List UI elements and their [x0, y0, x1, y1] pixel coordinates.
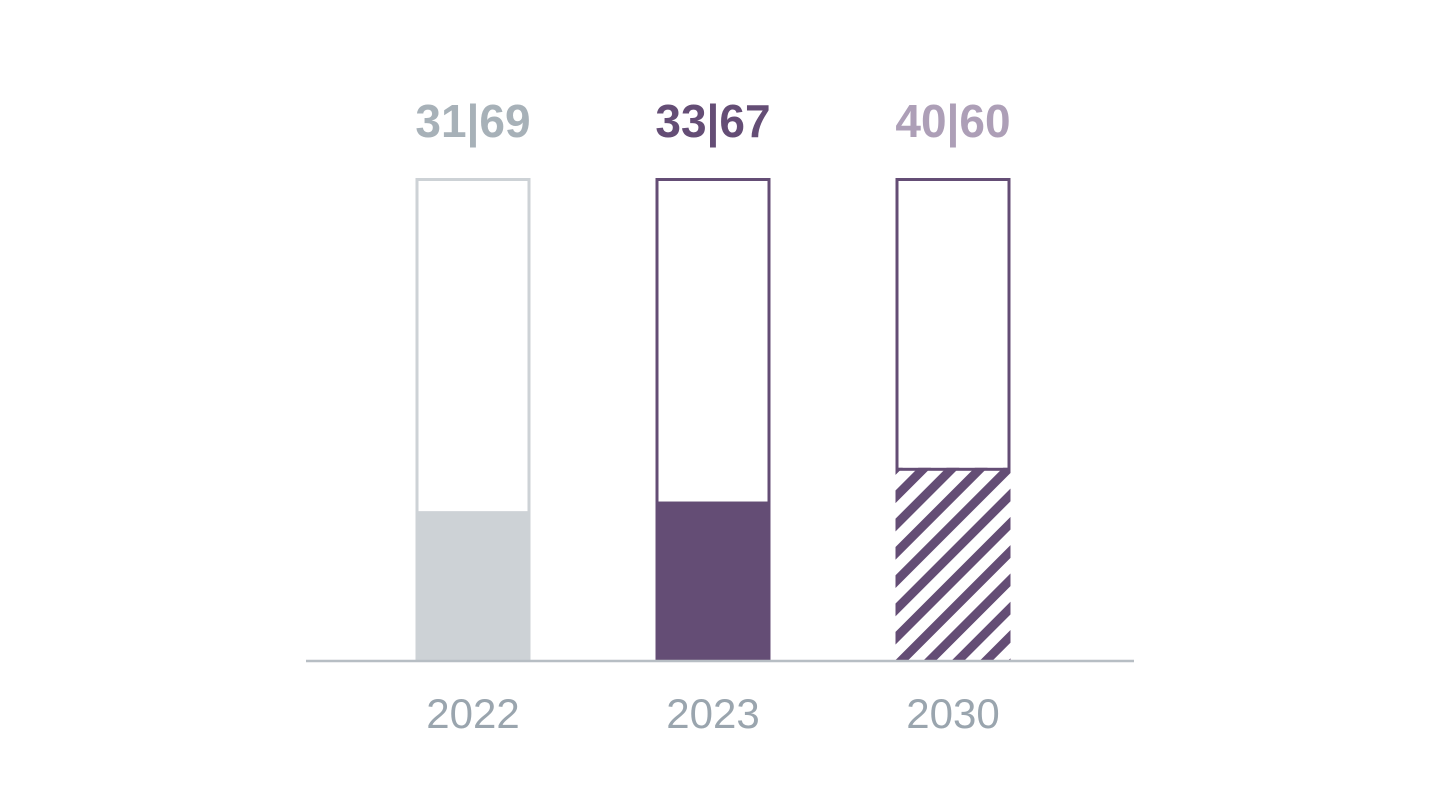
x-tick-label-2030: 2030 — [906, 690, 999, 737]
value-label-2022: 31|69 — [415, 95, 530, 147]
x-tick-label-2023: 2023 — [666, 690, 759, 737]
bar-lower-segment-2030 — [895, 467, 1011, 661]
bar-lower-segment-2022 — [415, 511, 531, 661]
bar-upper-segment-2030 — [895, 178, 1011, 471]
value-label-2023: 33|67 — [655, 95, 770, 147]
labels-layer: 31|69 2022 33|67 2023 40|60 2030 — [415, 95, 1010, 737]
bars-layer — [415, 178, 1011, 661]
value-label-2030: 40|60 — [895, 95, 1010, 147]
bar-lower-segment-2023 — [655, 501, 771, 661]
x-tick-label-2022: 2022 — [426, 690, 519, 737]
bar-upper-segment-2023 — [655, 178, 771, 505]
bar-upper-segment-2022 — [415, 178, 531, 515]
